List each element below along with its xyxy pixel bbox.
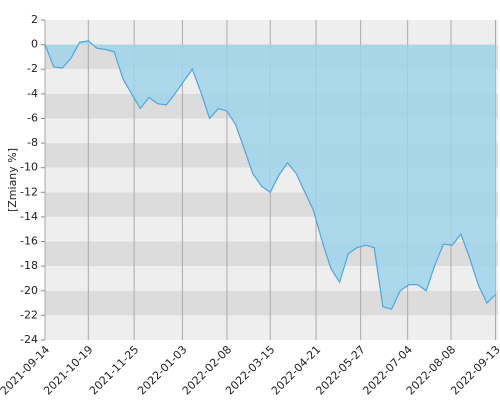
- y-tick-label: -14: [20, 210, 38, 223]
- y-axis-label: [Zmiany %]: [6, 148, 19, 212]
- y-tick-label: 2: [31, 13, 38, 26]
- y-tick-label: -20: [20, 284, 38, 297]
- y-tick-label: -16: [20, 235, 38, 248]
- band: [45, 315, 498, 340]
- y-tick-label: -10: [20, 161, 38, 174]
- y-tick-label: -22: [20, 308, 38, 321]
- plot: [44, 40, 496, 310]
- band: [45, 20, 498, 45]
- x-tick-label: 2021-11-25: [87, 343, 141, 397]
- y-tick-label: -18: [20, 259, 38, 272]
- y-tick-label: 0: [31, 38, 38, 51]
- y-tick-label: -4: [27, 87, 38, 100]
- line: [44, 40, 496, 310]
- area: [45, 40, 496, 310]
- band: [45, 290, 498, 316]
- y-tick-label: -2: [27, 62, 38, 75]
- y-tick-label: -6: [27, 111, 38, 124]
- y-tick-label: -24: [20, 333, 38, 346]
- y-tick-label: -8: [27, 136, 38, 149]
- y-tick-label: -12: [20, 185, 38, 198]
